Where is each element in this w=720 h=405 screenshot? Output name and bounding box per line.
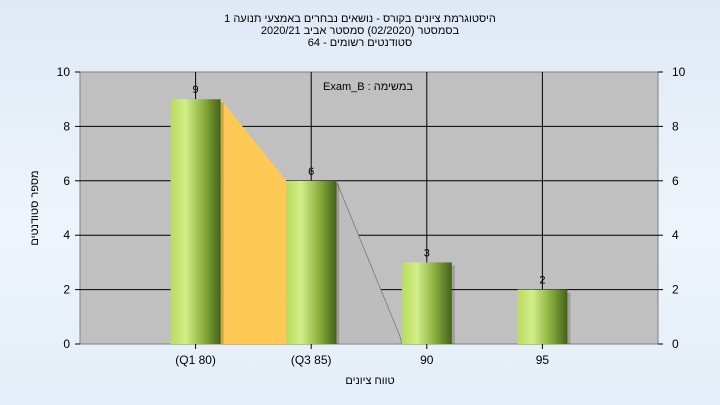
bar xyxy=(401,262,452,344)
y-tick-label-right: 10 xyxy=(672,65,686,79)
y-axis-title: מספר סטודנטים xyxy=(29,170,41,245)
y-tick-label-right: 2 xyxy=(672,283,679,297)
y-tick-label-right: 6 xyxy=(672,174,679,188)
value-labels: 9 6 3 2 xyxy=(193,84,546,286)
bar-value-label: 2 xyxy=(539,275,545,287)
bar xyxy=(517,289,568,344)
y-tick-label-left: 4 xyxy=(63,228,70,242)
y-tick-label-left: 2 xyxy=(63,283,70,297)
chart-title-line-3: סטודנטים רשומים - 64 xyxy=(308,37,412,49)
y-tick-label-left: 6 xyxy=(63,174,70,188)
x-tick-label: 95 xyxy=(536,353,550,367)
chart-title-line-1: היסטוגרמת ציונים בקורס - נושאים נבחרים ב… xyxy=(224,13,496,25)
x-tick-label: 90 xyxy=(420,353,434,367)
bar xyxy=(286,180,337,344)
bar-value-label: 6 xyxy=(308,166,314,178)
q1-q3-area xyxy=(220,99,287,344)
y-tick-label-right: 0 xyxy=(672,337,679,351)
x-axis-title: טווח ציונים xyxy=(345,375,394,387)
y-tick-label-left: 10 xyxy=(57,65,71,79)
bars xyxy=(170,99,571,344)
x-tick-label: (Q1 80) xyxy=(175,353,216,367)
y-tick-label-left: 8 xyxy=(63,119,70,133)
bar-value-label: 3 xyxy=(424,247,430,259)
axes: 0 0 2 2 4 4 6 6 8 8 10 10 (Q1 80) (Q3 85) 90 95 xyxy=(57,65,686,367)
task-annotation: במשימה : Exam_B xyxy=(323,81,413,93)
bar xyxy=(170,99,221,344)
y-tick-label-left: 0 xyxy=(63,337,70,351)
y-tick-label-right: 8 xyxy=(672,119,679,133)
chart-title-line-2: בסמסטר (02/2020) סמסטר אביב 2020/21 xyxy=(261,25,460,37)
x-tick-label: (Q3 85) xyxy=(291,353,332,367)
y-tick-label-right: 4 xyxy=(672,228,679,242)
bar-value-label: 9 xyxy=(193,84,199,96)
